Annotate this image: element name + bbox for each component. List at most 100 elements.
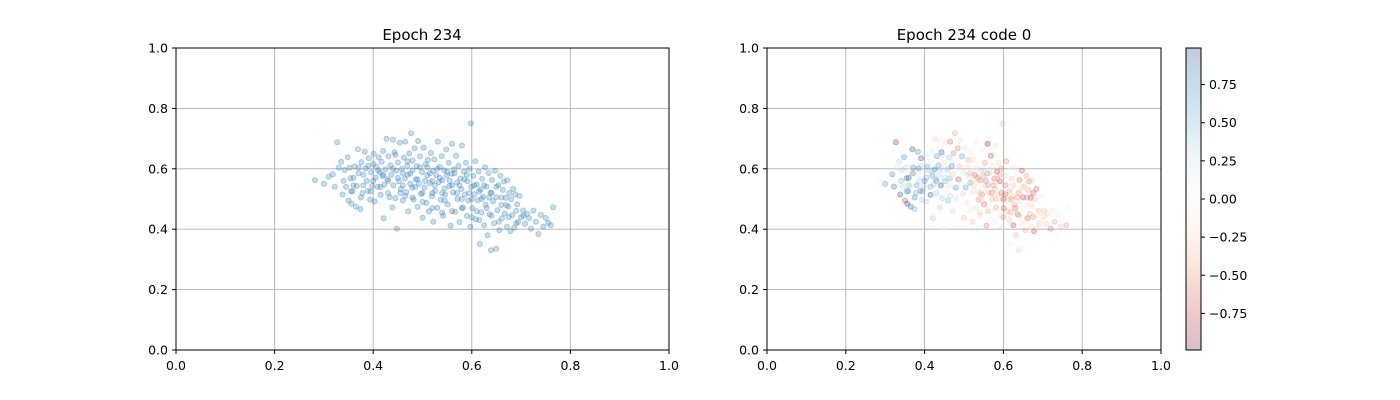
scatter-point	[1022, 218, 1029, 225]
scatter-point	[476, 240, 483, 247]
scatter-point	[470, 172, 477, 179]
scatter-point	[1021, 182, 1028, 189]
scatter-point	[995, 159, 1002, 166]
scatter-point	[917, 187, 924, 194]
scatter-point	[925, 167, 932, 174]
scatter-point	[933, 153, 940, 160]
scatter-point	[457, 175, 464, 182]
scatter-point	[382, 166, 389, 173]
scatter-point	[433, 172, 440, 179]
scatter-point	[410, 196, 417, 203]
scatter-point	[449, 182, 456, 189]
colorbar-tick-label: −0.25	[1209, 230, 1247, 245]
scatter-point	[1016, 176, 1023, 183]
scatter-point	[901, 154, 908, 161]
scatter-point	[495, 182, 502, 189]
scatter-point	[365, 162, 372, 169]
scatter-point	[929, 147, 936, 154]
scatter-point	[497, 172, 504, 179]
scatter-point	[417, 190, 424, 197]
scatter-point	[520, 212, 527, 219]
scatter-point	[343, 183, 350, 190]
scatter-point	[370, 160, 377, 167]
scatter-point	[1003, 216, 1010, 223]
scatter-point	[395, 178, 402, 185]
scatter-point	[399, 182, 406, 189]
scatter-point	[977, 212, 984, 219]
scatter-point	[875, 177, 882, 184]
scatter-point	[375, 167, 382, 174]
scatter-point	[1004, 181, 1011, 188]
scatter-point	[905, 182, 912, 189]
scatter-point	[1037, 218, 1044, 225]
scatter-point	[948, 189, 955, 196]
scatter-point	[917, 162, 924, 169]
scatter-point	[500, 178, 507, 185]
scatter-point	[901, 197, 908, 204]
scatter-point	[419, 214, 426, 221]
scatter-point	[428, 193, 435, 200]
scatter-point	[412, 176, 419, 183]
scatter-point	[425, 208, 432, 215]
scatter-point	[935, 162, 942, 169]
scatter-point	[371, 198, 378, 205]
scatter-point	[528, 225, 535, 232]
scatter-point	[501, 210, 508, 217]
scatter-point	[361, 148, 368, 155]
scatter-point	[364, 187, 371, 194]
scatter-point	[939, 195, 946, 202]
scatter-point	[399, 170, 406, 177]
scatter-point	[441, 197, 448, 204]
scatter-point	[455, 162, 462, 169]
scatter-point	[910, 164, 917, 171]
scatter-point	[478, 209, 485, 216]
scatter-point	[999, 223, 1006, 230]
scatter-point	[348, 200, 355, 207]
scatter-point	[997, 197, 1004, 204]
scatter-point	[976, 189, 983, 196]
scatter-point	[904, 200, 911, 207]
scatter-point	[933, 189, 940, 196]
scatter-point	[420, 144, 427, 151]
scatter-point	[403, 189, 410, 196]
scatter-point	[1028, 223, 1035, 230]
scatter-point	[1017, 198, 1024, 205]
scatter-point	[937, 204, 944, 211]
scatter-point	[905, 174, 912, 181]
scatter-point	[423, 199, 430, 206]
scatter-point	[929, 215, 936, 222]
left-plot-title: Epoch 234	[382, 26, 461, 44]
scatter-point	[453, 179, 460, 186]
scatter-point	[1028, 177, 1035, 184]
scatter-point	[518, 214, 525, 221]
scatter-point	[968, 177, 975, 184]
scatter-point	[424, 164, 431, 171]
scatter-point	[974, 174, 981, 181]
scatter-point	[440, 212, 447, 219]
scatter-point	[447, 222, 454, 229]
scatter-point	[443, 146, 450, 153]
scatter-point	[383, 135, 390, 142]
scatter-point	[1009, 193, 1016, 200]
scatter-point	[936, 171, 943, 178]
scatter-point	[451, 170, 458, 177]
scatter-point	[451, 208, 458, 215]
scatter-point	[982, 177, 989, 184]
scatter-point	[398, 165, 405, 172]
scatter-point	[482, 164, 489, 171]
x-tick-label: 0.8	[1072, 358, 1092, 373]
scatter-point	[1059, 214, 1066, 221]
scatter-point	[409, 184, 416, 191]
scatter-point	[980, 172, 987, 179]
scatter-point	[355, 164, 362, 171]
scatter-point	[941, 159, 948, 166]
scatter-point	[976, 177, 983, 184]
scatter-point	[998, 189, 1005, 196]
scatter-point	[449, 208, 456, 215]
scatter-point	[981, 159, 988, 166]
scatter-point	[1001, 172, 1008, 179]
scatter-point	[1016, 189, 1023, 196]
scatter-point	[969, 167, 976, 174]
scatter-point	[986, 166, 993, 173]
scatter-point	[490, 220, 497, 227]
